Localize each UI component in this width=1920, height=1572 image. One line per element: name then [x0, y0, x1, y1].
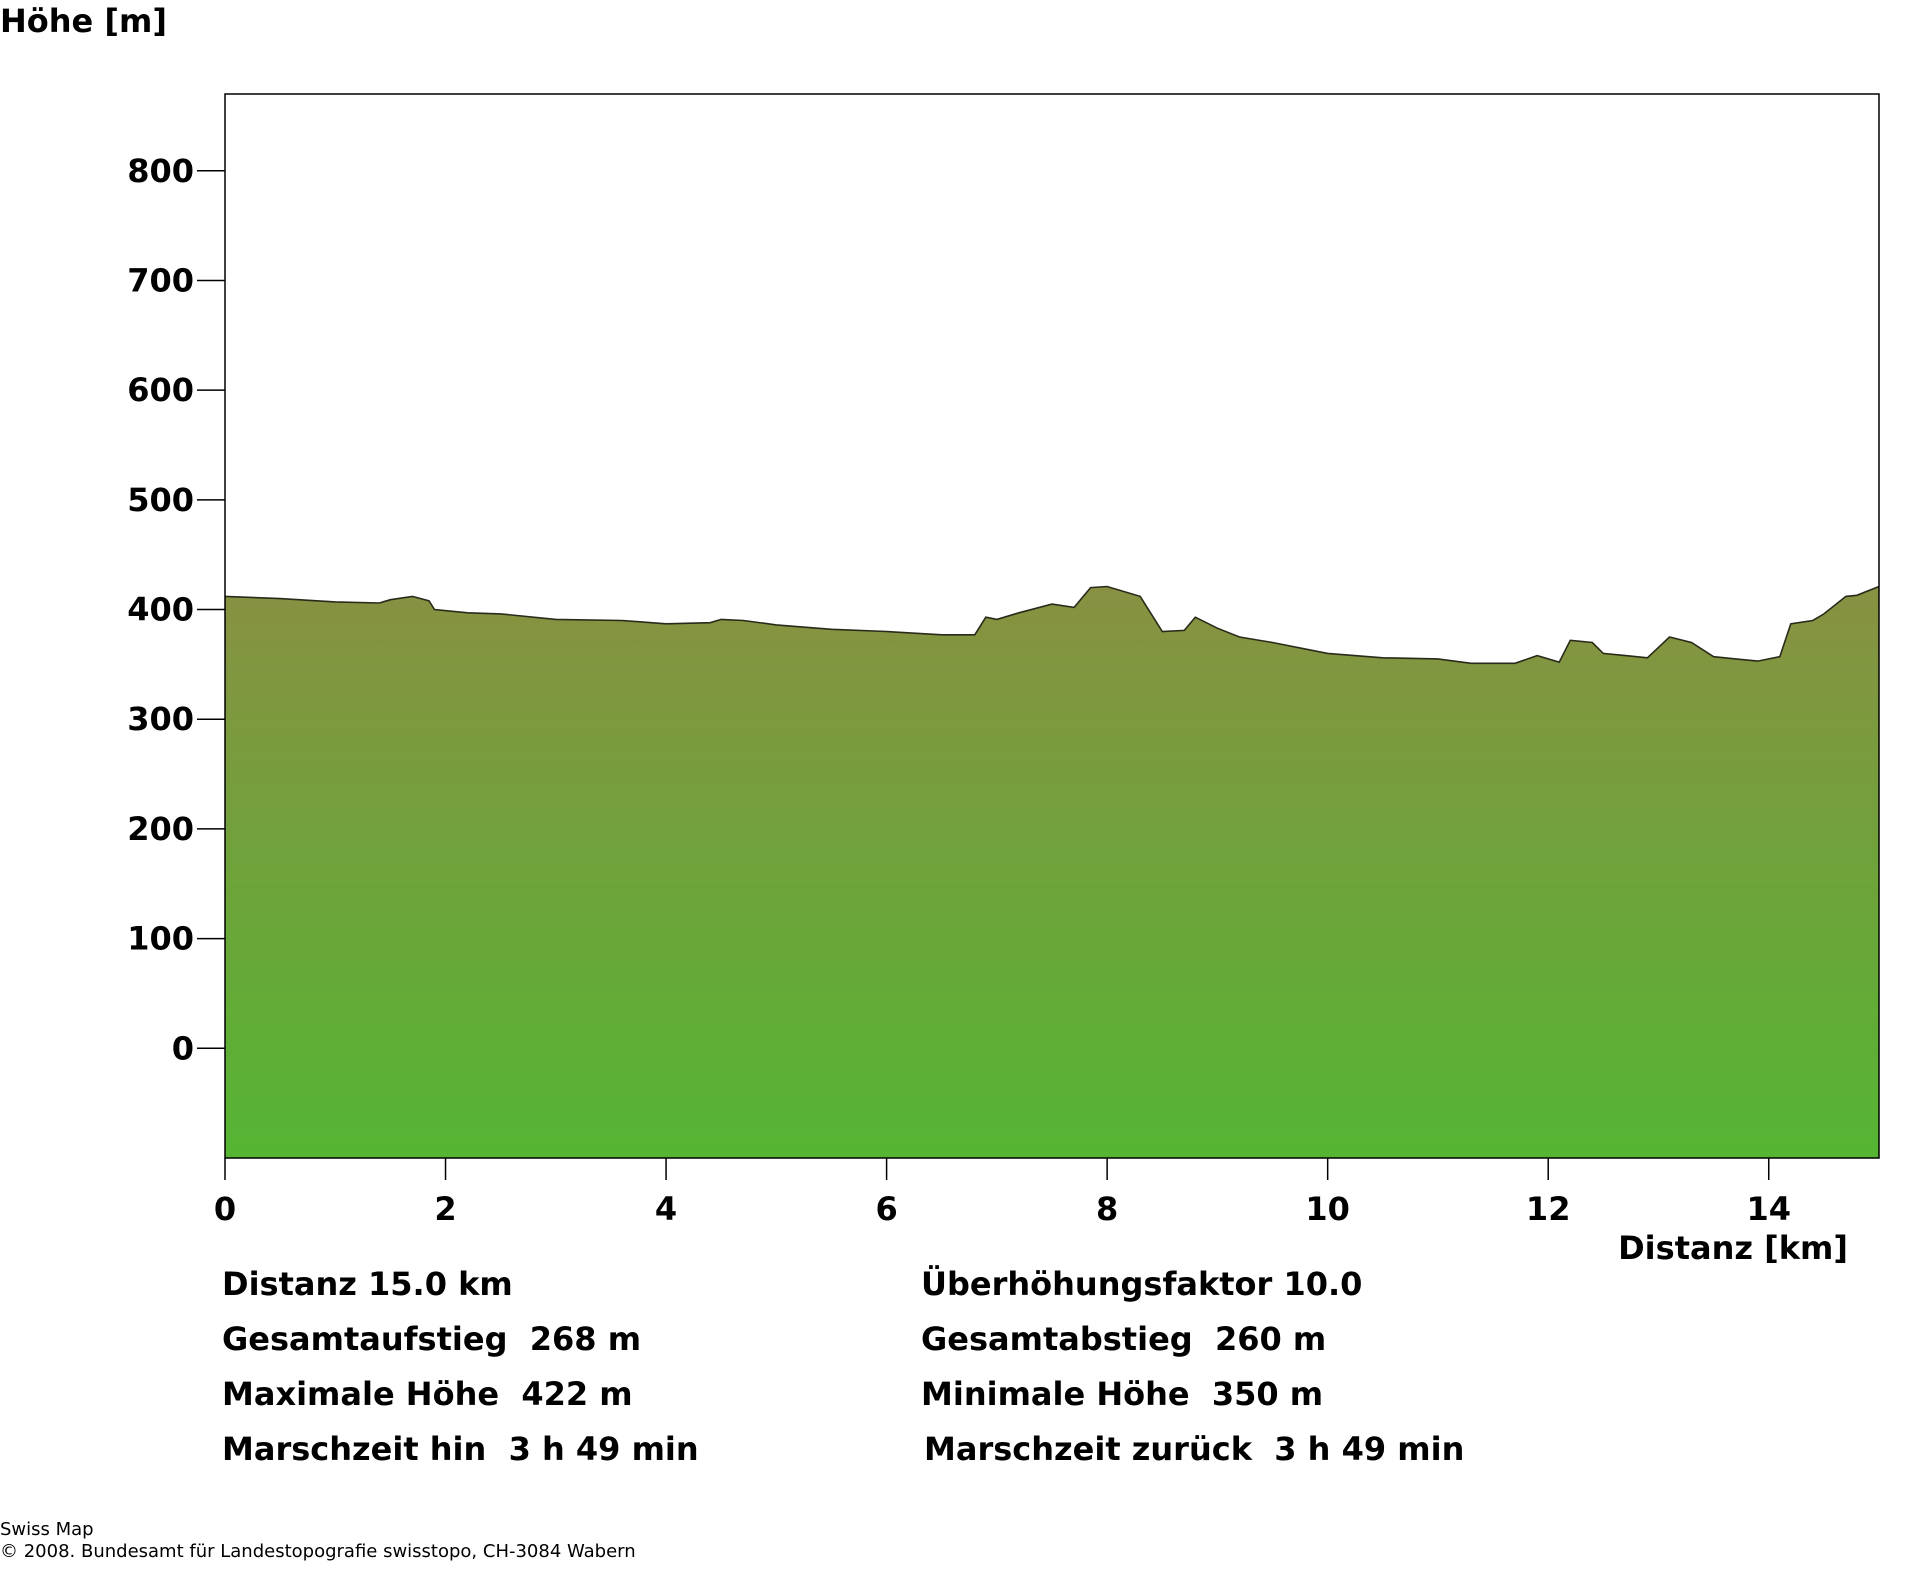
y-tick-label: 200 [127, 810, 194, 848]
y-tick-label: 500 [127, 481, 194, 519]
stat-exaggeration-factor: Überhöhungsfaktor 10.0 [921, 1265, 1363, 1303]
stat-total-ascent: Gesamtaufstieg 268 m [222, 1320, 642, 1358]
x-tick-label: 0 [214, 1190, 236, 1228]
credit-copyright: © 2008. Bundesamt für Landestopografie s… [0, 1541, 636, 1562]
stat-max-elevation: Maximale Höhe 422 m [222, 1375, 633, 1413]
x-axis-label: Distanz [km] [1618, 1229, 1848, 1267]
x-tick-label: 8 [1096, 1190, 1118, 1228]
stat-distance: Distanz 15.0 km [222, 1265, 513, 1303]
y-axis: 0 100 200 300 400 500 600 700 800 [127, 152, 225, 1067]
terrain-profile-line [224, 585, 1880, 665]
y-axis-label: Höhe [m] [0, 2, 167, 40]
stat-total-descent: Gesamtabstieg 260 m [921, 1320, 1327, 1358]
credit-swiss-map: Swiss Map [0, 1519, 94, 1540]
stat-walking-time-forward: Marschzeit hin 3 h 49 min [222, 1430, 699, 1468]
stat-min-elevation: Minimale Höhe 350 m [921, 1375, 1324, 1413]
y-tick-label: 700 [127, 261, 194, 299]
x-tick-label: 2 [434, 1190, 456, 1228]
x-tick-label: 14 [1746, 1190, 1791, 1228]
y-tick-label: 300 [127, 700, 194, 738]
x-axis: 0 2 4 6 8 10 12 14 [214, 1158, 1791, 1228]
x-tick-label: 6 [875, 1190, 897, 1228]
y-tick-label: 0 [172, 1029, 194, 1067]
y-tick-label: 600 [127, 371, 194, 409]
plot-frame [224, 93, 1880, 1159]
y-tick-label: 400 [127, 591, 194, 629]
y-tick-label: 100 [127, 920, 194, 958]
x-tick-label: 4 [655, 1190, 677, 1228]
x-tick-label: 10 [1305, 1190, 1350, 1228]
y-tick-label: 800 [127, 152, 194, 190]
terrain-area [225, 586, 1879, 1158]
stat-walking-time-return: Marschzeit zurück 3 h 49 min [924, 1430, 1465, 1468]
x-tick-label: 12 [1526, 1190, 1571, 1228]
